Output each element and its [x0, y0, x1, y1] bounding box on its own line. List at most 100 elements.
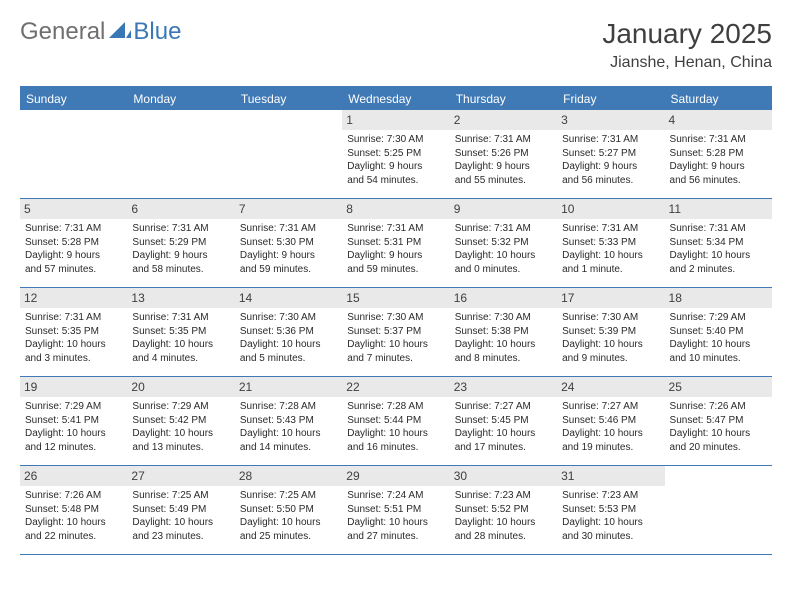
day-info-line: Daylight: 9 hours	[132, 249, 229, 263]
day-info-line: Sunrise: 7:29 AM	[670, 311, 767, 325]
day-info-line: Sunset: 5:27 PM	[562, 147, 659, 161]
day-number: 28	[235, 466, 342, 486]
day-info-line: and 25 minutes.	[240, 530, 337, 544]
day-info-line: Daylight: 10 hours	[240, 427, 337, 441]
day-cell	[235, 110, 342, 198]
day-info-line: Sunrise: 7:30 AM	[240, 311, 337, 325]
day-cell: 15Sunrise: 7:30 AMSunset: 5:37 PMDayligh…	[342, 288, 449, 376]
day-cell: 8Sunrise: 7:31 AMSunset: 5:31 PMDaylight…	[342, 199, 449, 287]
day-info-line: Sunrise: 7:31 AM	[455, 133, 552, 147]
weekday-header: Friday	[557, 88, 664, 110]
day-info-line: Sunrise: 7:29 AM	[25, 400, 122, 414]
day-number: 12	[20, 288, 127, 308]
day-cell: 18Sunrise: 7:29 AMSunset: 5:40 PMDayligh…	[665, 288, 772, 376]
day-info-line: Sunset: 5:26 PM	[455, 147, 552, 161]
day-info-line: and 7 minutes.	[347, 352, 444, 366]
day-info-line: Daylight: 10 hours	[132, 338, 229, 352]
day-info-line: Daylight: 10 hours	[562, 516, 659, 530]
day-cell: 17Sunrise: 7:30 AMSunset: 5:39 PMDayligh…	[557, 288, 664, 376]
day-number: 2	[450, 110, 557, 130]
day-info-line: Sunrise: 7:31 AM	[562, 222, 659, 236]
day-info-line: Sunrise: 7:31 AM	[240, 222, 337, 236]
day-info-line: Daylight: 9 hours	[347, 160, 444, 174]
day-number: 8	[342, 199, 449, 219]
day-info-line: Sunset: 5:28 PM	[25, 236, 122, 250]
day-info-line: and 57 minutes.	[25, 263, 122, 277]
day-info-line: Sunset: 5:37 PM	[347, 325, 444, 339]
day-cell: 19Sunrise: 7:29 AMSunset: 5:41 PMDayligh…	[20, 377, 127, 465]
day-info-line: Daylight: 9 hours	[240, 249, 337, 263]
day-info-line: Daylight: 10 hours	[670, 427, 767, 441]
day-info-line: and 1 minute.	[562, 263, 659, 277]
day-info-line: and 54 minutes.	[347, 174, 444, 188]
day-info-line: Sunset: 5:46 PM	[562, 414, 659, 428]
day-cell: 24Sunrise: 7:27 AMSunset: 5:46 PMDayligh…	[557, 377, 664, 465]
day-info-line: Sunrise: 7:31 AM	[25, 222, 122, 236]
day-info-line: Daylight: 10 hours	[670, 249, 767, 263]
day-number: 14	[235, 288, 342, 308]
day-number: 4	[665, 110, 772, 130]
day-info-line: Daylight: 10 hours	[240, 516, 337, 530]
day-info-line: and 55 minutes.	[455, 174, 552, 188]
day-info-line: Daylight: 10 hours	[562, 338, 659, 352]
day-info-line: Sunset: 5:47 PM	[670, 414, 767, 428]
day-info-line: and 58 minutes.	[132, 263, 229, 277]
day-info-line: and 17 minutes.	[455, 441, 552, 455]
day-info-line: Sunset: 5:42 PM	[132, 414, 229, 428]
day-info-line: Sunset: 5:35 PM	[25, 325, 122, 339]
day-info-line: Daylight: 9 hours	[455, 160, 552, 174]
day-info-line: Sunset: 5:39 PM	[562, 325, 659, 339]
day-cell: 22Sunrise: 7:28 AMSunset: 5:44 PMDayligh…	[342, 377, 449, 465]
day-number: 21	[235, 377, 342, 397]
day-number: 11	[665, 199, 772, 219]
day-info-line: Sunset: 5:32 PM	[455, 236, 552, 250]
location-text: Jianshe, Henan, China	[602, 54, 772, 72]
day-number: 16	[450, 288, 557, 308]
day-cell: 6Sunrise: 7:31 AMSunset: 5:29 PMDaylight…	[127, 199, 234, 287]
day-info-line: and 12 minutes.	[25, 441, 122, 455]
day-number: 24	[557, 377, 664, 397]
day-info-line: Sunrise: 7:30 AM	[455, 311, 552, 325]
day-info-line: and 56 minutes.	[562, 174, 659, 188]
day-info-line: Sunset: 5:38 PM	[455, 325, 552, 339]
day-info-line: and 9 minutes.	[562, 352, 659, 366]
week-row: 26 Sunrise: 7:26 AMSunset: 5:48 PM Dayligh…	[20, 466, 772, 555]
weekday-header: Saturday	[665, 88, 772, 110]
day-cell: 12Sunrise: 7:31 AMSunset: 5:35 PMDayligh…	[20, 288, 127, 376]
day-info-line: Daylight: 10 hours	[132, 427, 229, 441]
day-number: 22	[342, 377, 449, 397]
day-info-line: Sunset: 5:48 PM	[25, 503, 122, 517]
day-info-line: and 30 minutes.	[562, 530, 659, 544]
day-cell: 26Sunrise: 7:26 AMSunset: 5:48 PMDayligh…	[20, 466, 127, 554]
week-row: 5Sunrise: 7:31 AMSunset: 5:28 PMDaylight…	[20, 199, 772, 288]
logo-text-blue: Blue	[133, 18, 181, 46]
day-info-line: Daylight: 10 hours	[25, 338, 122, 352]
day-cell: 25Sunrise: 7:26 AMSunset: 5:47 PMDayligh…	[665, 377, 772, 465]
day-info-line: Sunset: 5:52 PM	[455, 503, 552, 517]
day-info-line: and 59 minutes.	[240, 263, 337, 277]
day-info-line: Sunrise: 7:26 AM	[25, 489, 122, 503]
day-cell: 23Sunrise: 7:27 AMSunset: 5:45 PMDayligh…	[450, 377, 557, 465]
title-block: January 2025 Jianshe, Henan, China	[602, 18, 772, 72]
day-number: 26	[20, 466, 127, 486]
day-cell: 10Sunrise: 7:31 AMSunset: 5:33 PMDayligh…	[557, 199, 664, 287]
day-info-line: Daylight: 9 hours	[25, 249, 122, 263]
day-number: 5	[20, 199, 127, 219]
day-cell: 27Sunrise: 7:25 AMSunset: 5:49 PMDayligh…	[127, 466, 234, 554]
day-info-line: Sunset: 5:29 PM	[132, 236, 229, 250]
day-cell	[127, 110, 234, 198]
day-number: 10	[557, 199, 664, 219]
day-info-line: Sunrise: 7:30 AM	[562, 311, 659, 325]
day-info-line: and 19 minutes.	[562, 441, 659, 455]
day-cell	[20, 110, 127, 198]
weekday-header: Monday	[127, 88, 234, 110]
day-info-line: and 14 minutes.	[240, 441, 337, 455]
day-number: 3	[557, 110, 664, 130]
day-number: 23	[450, 377, 557, 397]
day-info-line: Sunrise: 7:31 AM	[132, 311, 229, 325]
day-number: 1	[342, 110, 449, 130]
day-cell: 28Sunrise: 7:25 AMSunset: 5:50 PMDayligh…	[235, 466, 342, 554]
day-cell: 30Sunrise: 7:23 AMSunset: 5:52 PMDayligh…	[450, 466, 557, 554]
day-info-line: Sunrise: 7:30 AM	[347, 311, 444, 325]
day-info-line: and 4 minutes.	[132, 352, 229, 366]
